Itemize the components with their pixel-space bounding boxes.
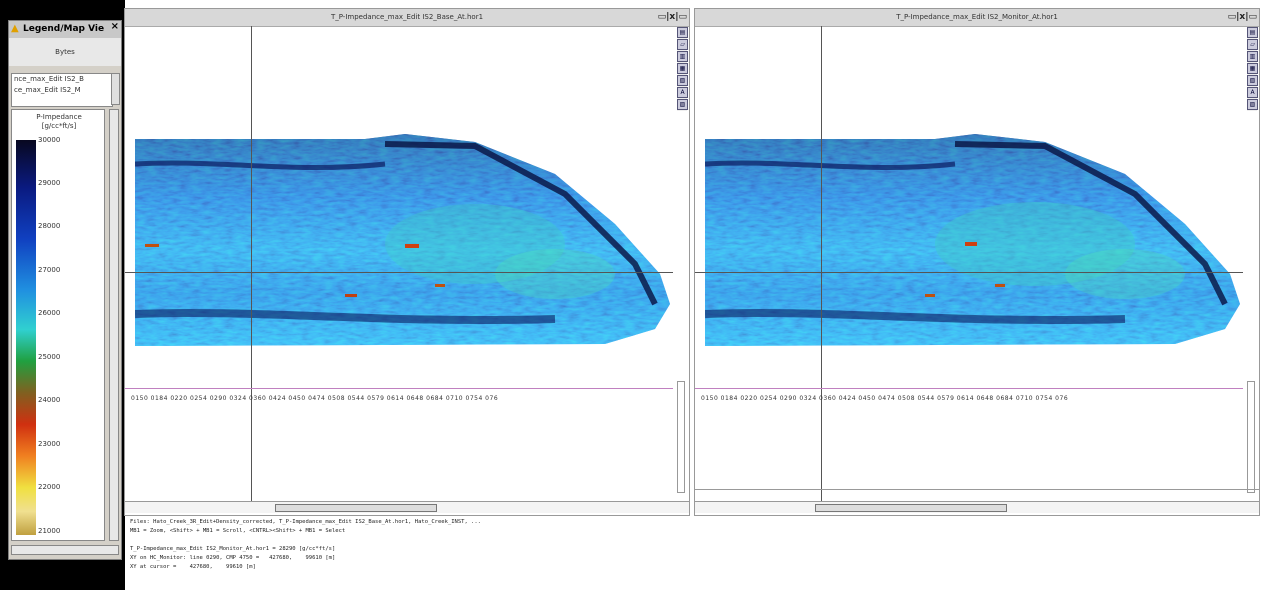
colorbar-tick: 28000	[38, 222, 61, 230]
list-item[interactable]: ce_max_Edit IS2_M	[14, 86, 81, 94]
colorbar-tick: 26000	[38, 309, 61, 317]
tool-button[interactable]: ▥	[677, 51, 688, 62]
legend-list-scrollbar[interactable]	[111, 73, 120, 105]
window-controls[interactable]: ▭|x|▭	[657, 12, 687, 22]
tool-button[interactable]: ▧	[1247, 75, 1258, 86]
tool-button[interactable]: A	[1247, 87, 1258, 98]
colorbar-tick: 25000	[38, 353, 61, 361]
tool-button[interactable]: A	[677, 87, 688, 98]
crosshair-vertical	[821, 26, 822, 501]
divider	[695, 489, 1259, 490]
legend-file-list[interactable]: nce_max_Edit IS2_B ce_max_Edit IS2_M	[11, 73, 113, 107]
scroll-thumb[interactable]	[815, 504, 1007, 512]
colorbar-tick: 30000	[38, 136, 61, 144]
legend-title-bar[interactable]: Legend/Map Vie	[9, 21, 121, 38]
vertical-scrollbar[interactable]	[1247, 381, 1255, 493]
status-line: Files: Hato_Creek_3R_Edit+Density_correc…	[130, 519, 481, 525]
legend-colorbar-area: P-Impedance [g/cc*ft/s] 30000 29000 2800…	[11, 109, 105, 541]
legend-unit-name: P-Impedance	[36, 113, 82, 121]
status-info-panel: Files: Hato_Creek_3R_Edit+Density_correc…	[130, 518, 1260, 590]
status-line: T_P-Impedance_max_Edit IS2_Monitor_At.ho…	[130, 546, 336, 552]
axis-line	[695, 388, 1243, 389]
colorbar-tick: 23000	[38, 440, 61, 448]
seismic-window-monitor: T_P-Impedance_max_Edit IS2_Monitor_At.ho…	[694, 8, 1260, 516]
seismic-image[interactable]	[135, 134, 675, 349]
tool-button[interactable]: ▱	[677, 39, 688, 50]
tool-button[interactable]: ▦	[677, 63, 688, 74]
tool-button[interactable]: ▨	[1247, 99, 1258, 110]
tool-button[interactable]: ▤	[677, 27, 688, 38]
tool-button[interactable]: ▱	[1247, 39, 1258, 50]
status-line: XY on HC_Monitor: line 0290, CMP 4750 = …	[130, 555, 336, 561]
status-line: MB1 = Zoom, <Shift> + MB1 = Scroll, <CNT…	[130, 528, 346, 534]
axis-tick-labels: 0150 0184 0220 0254 0290 0324 0360 0424 …	[701, 395, 1069, 402]
tool-button[interactable]: ▧	[677, 75, 688, 86]
colorbar	[16, 140, 36, 535]
toolbar: ▤ ▱ ▥ ▦ ▧ A ▨	[677, 27, 688, 111]
horizontal-scrollbar[interactable]	[695, 501, 1259, 513]
toolbar: ▤ ▱ ▥ ▦ ▧ A ▨	[1247, 27, 1258, 111]
colorbar-tick: 21000	[38, 527, 61, 535]
horizontal-scrollbar[interactable]	[125, 501, 689, 513]
legend-hscrollbar[interactable]	[11, 545, 119, 555]
window-title: T_P-Impedance_max_Edit IS2_Monitor_At.ho…	[695, 9, 1259, 27]
seismic-window-base: T_P-Impedance_max_Edit IS2_Base_At.hor1 …	[124, 8, 690, 516]
warning-icon: ▲	[11, 23, 19, 34]
colorbar-tick: 24000	[38, 396, 61, 404]
tool-button[interactable]: ▨	[677, 99, 688, 110]
tool-button[interactable]: ▤	[1247, 27, 1258, 38]
legend-unit-label: P-Impedance [g/cc*ft/s]	[12, 113, 106, 131]
close-icon[interactable]: ×	[110, 21, 119, 32]
window-title: T_P-Impedance_max_Edit IS2_Base_At.hor1	[125, 9, 689, 27]
crosshair-horizontal	[125, 272, 673, 273]
crosshair-vertical	[251, 26, 252, 501]
tool-button[interactable]: ▥	[1247, 51, 1258, 62]
status-line	[130, 536, 1260, 545]
tool-button[interactable]: ▦	[1247, 63, 1258, 74]
colorbar-tick: 29000	[38, 179, 61, 187]
axis-line	[125, 388, 673, 389]
legend-subtitle: Bytes	[9, 38, 121, 66]
legend-scrollbar[interactable]	[109, 109, 119, 541]
seismic-image[interactable]	[705, 134, 1245, 349]
legend-panel: Legend/Map Vie ▲ × Bytes nce_max_Edit IS…	[8, 20, 122, 560]
crosshair-horizontal	[695, 272, 1243, 273]
colorbar-tick: 27000	[38, 266, 61, 274]
scroll-thumb[interactable]	[275, 504, 437, 512]
axis-tick-labels: 0150 0184 0220 0254 0290 0324 0360 0424 …	[131, 395, 499, 402]
vertical-scrollbar[interactable]	[677, 381, 685, 493]
window-controls[interactable]: ▭|x|▭	[1227, 12, 1257, 22]
legend-title: Legend/Map Vie	[23, 24, 105, 34]
colorbar-tick: 22000	[38, 483, 61, 491]
legend-unit: [g/cc*ft/s]	[41, 122, 77, 130]
status-line: XY at cursor = 427680, 99610 [m]	[130, 564, 256, 570]
list-item[interactable]: nce_max_Edit IS2_B	[14, 75, 84, 83]
